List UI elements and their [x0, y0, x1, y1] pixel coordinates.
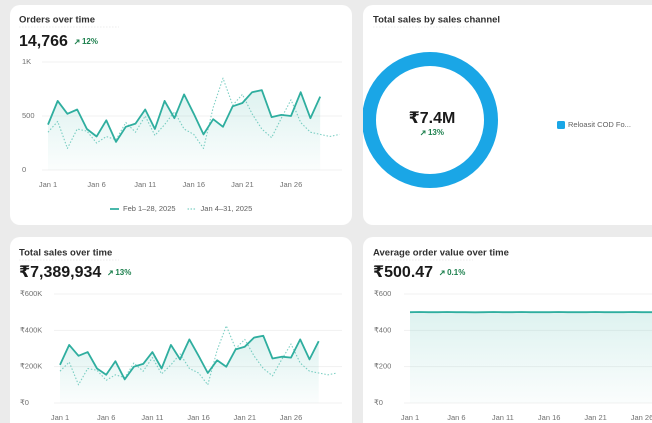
x-tick-label: Jan 26: [631, 413, 652, 422]
trend-arrow: [74, 39, 80, 45]
x-tick-label: Jan 26: [280, 413, 303, 422]
y-tick-label: ₹200K: [20, 362, 42, 371]
y-tick-label: ₹600K: [20, 289, 42, 298]
change-value: 13%: [115, 268, 131, 277]
x-tick-label: Jan 6: [97, 413, 115, 422]
card-content: Total sales over time ₹7,389,934 13% ₹0 ₹200…: [19, 248, 342, 422]
card: Total sales over time ₹7,389,934 13% ₹0 ₹200…: [10, 237, 352, 423]
legend-label: Jan 4–31, 2025: [201, 204, 253, 213]
x-tick-label: Jan 11: [134, 180, 156, 189]
card-title: Average order value over time: [373, 248, 509, 259]
card-title: Total sales over time: [19, 248, 112, 259]
card-content: Total sales by sales channel Reloasit COD…: [363, 15, 631, 188]
y-tick-label: ₹400: [374, 325, 391, 334]
headline-value: ₹500.47: [373, 264, 433, 281]
x-tick-label: Jan 16: [183, 180, 206, 189]
headline-value: 14,766: [19, 33, 68, 50]
x-tick-label: Jan 6: [87, 180, 105, 189]
card: Average order value over time ₹500.47 0.1%…: [363, 237, 652, 423]
y-tick-label: ₹0: [374, 398, 383, 407]
x-tick-label: Jan 16: [187, 413, 210, 422]
x-tick-label: Jan 21: [234, 413, 257, 422]
x-tick-label: Jan 11: [492, 413, 514, 422]
series-line: [59, 334, 320, 381]
x-tick-label: Jan 21: [231, 180, 254, 189]
card-content: Orders over time 14,766 12% 0 500 1K Jan 1 Jan …: [19, 15, 342, 213]
headline-value: ₹7,389,934: [19, 264, 101, 281]
trend-arrow: [420, 130, 426, 136]
legend-label: Feb 1–28, 2025: [123, 204, 176, 213]
card: Total sales by sales channel Reloasit COD…: [363, 5, 652, 225]
x-tick-label: Jan 6: [447, 413, 465, 422]
x-tick-label: Jan 26: [280, 180, 303, 189]
x-tick-label: Jan 16: [538, 413, 561, 422]
card-content: Average order value over time ₹500.47 0.1%…: [373, 248, 652, 422]
legend-label: Reloasit COD Fo...: [568, 120, 631, 129]
card-background: [363, 5, 652, 225]
legend-swatch: [557, 121, 565, 129]
y-tick-label: ₹0: [20, 398, 29, 407]
x-tick-label: Jan 11: [141, 413, 163, 422]
x-tick-label: Jan 21: [584, 413, 607, 422]
area-fill: [48, 90, 321, 170]
change-value: 13%: [428, 128, 444, 137]
y-tick-label: 1K: [22, 57, 31, 66]
area-fill: [410, 312, 652, 403]
trend-arrow: [439, 270, 445, 276]
x-tick-label: Jan 1: [51, 413, 69, 422]
center-value: ₹7.4M: [409, 110, 456, 127]
series-line: [47, 89, 322, 143]
y-tick-label: 0: [22, 165, 26, 174]
card-title: Orders over time: [19, 15, 95, 26]
card: Orders over time 14,766 12% 0 500 1K Jan 1 Jan …: [10, 5, 352, 225]
area-fill: [60, 335, 319, 403]
x-tick-label: Jan 1: [39, 180, 57, 189]
trend-arrow: [107, 270, 113, 276]
y-tick-label: ₹200: [374, 362, 391, 371]
y-tick-label: 500: [22, 111, 35, 120]
card-title: Total sales by sales channel: [373, 15, 500, 26]
change-value: 0.1%: [447, 268, 465, 277]
y-tick-label: ₹400K: [20, 325, 42, 334]
donut-segment: [363, 52, 498, 188]
x-tick-label: Jan 1: [401, 413, 419, 422]
change-value: 12%: [82, 37, 98, 46]
y-tick-label: ₹600: [374, 289, 391, 298]
